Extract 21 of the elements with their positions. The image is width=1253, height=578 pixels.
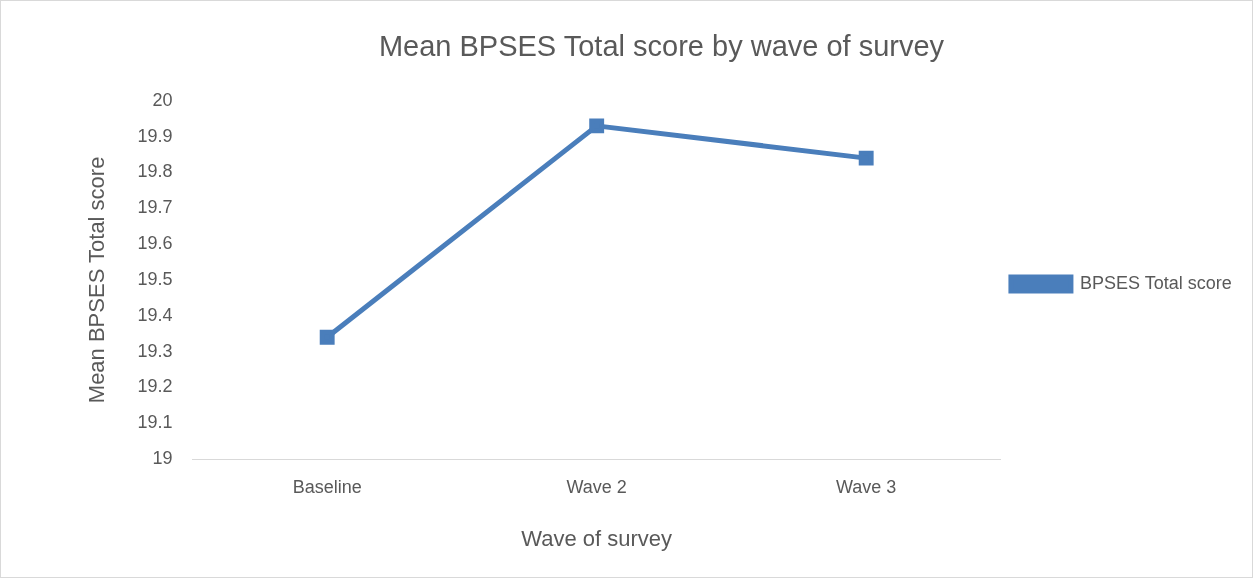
point [589,118,605,134]
legend-label: BPSES Total score [1079,272,1232,293]
y-tick-label: 19.3 [137,340,173,361]
y-tick-label: 19.6 [137,233,173,254]
y-tick-label: 19 [152,447,173,468]
x-tick-label: Wave 2 [566,476,627,497]
y-tick-label: 20 [152,89,173,110]
point [858,150,874,166]
x-axis-title: Wave of survey [521,525,673,551]
y-tick-label: 19.2 [137,376,173,397]
y-tick-label: 19.9 [137,125,173,146]
y-axis-title: Mean BPSES Total score [84,156,110,404]
x-tick-label: Wave 3 [836,476,897,497]
y-tick-label: 19.5 [137,268,173,289]
x-tick-label: Baseline [292,476,362,497]
chart-title: Mean BPSES Total score by wave of survey [378,30,945,63]
point [319,329,335,345]
y-tick-label: 19.4 [137,304,173,325]
y-tick-label: 19.8 [137,161,173,182]
y-tick-label: 19.7 [137,197,173,218]
y-tick-label: 19.1 [137,412,173,433]
